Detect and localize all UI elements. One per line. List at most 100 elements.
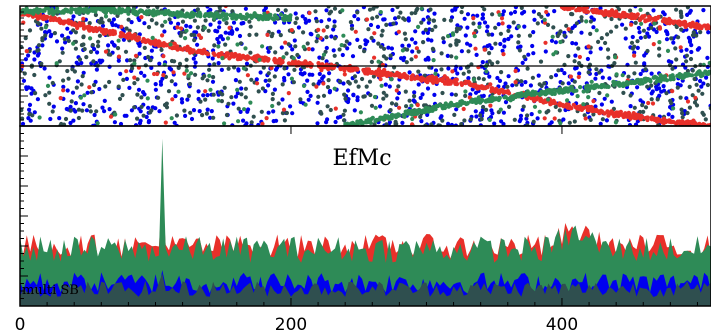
scatter-point	[342, 92, 347, 97]
scatter-point	[87, 104, 92, 109]
scatter-point	[179, 97, 184, 102]
scatter-point	[166, 89, 172, 94]
scatter-point	[196, 89, 201, 94]
scatter-point	[36, 43, 42, 48]
scatter-point	[21, 78, 27, 83]
scatter-point	[407, 70, 412, 75]
scatter-point	[184, 68, 189, 73]
scatter-point	[121, 37, 126, 42]
scatter-point	[150, 35, 155, 41]
scatter-point	[171, 70, 176, 75]
scatter-point	[466, 69, 471, 74]
scatter-point	[316, 61, 321, 66]
scatter-point	[656, 119, 661, 124]
scatter-point	[605, 47, 611, 52]
scatter-point	[431, 47, 436, 52]
scatter-point	[324, 8, 329, 13]
scatter-point	[92, 112, 97, 118]
scatter-point	[442, 74, 447, 79]
scatter-point	[574, 21, 580, 26]
scatter-point	[225, 36, 231, 41]
scatter-point	[500, 89, 505, 94]
scatter-point	[562, 71, 567, 76]
scatter-point	[674, 57, 679, 62]
scatter-point	[633, 112, 639, 117]
scatter-point	[501, 9, 506, 14]
scatter-point	[589, 108, 594, 113]
scatter-point	[260, 121, 265, 126]
scatter-point	[358, 44, 363, 50]
scatter-point	[39, 8, 44, 13]
scatter-point	[495, 75, 500, 81]
scatter-point	[185, 48, 190, 53]
scatter-point	[63, 40, 68, 45]
scatter-point	[84, 55, 89, 60]
scatter-point	[275, 60, 280, 65]
scatter-point	[282, 118, 287, 123]
scatter-point	[109, 20, 114, 25]
scatter-point	[645, 84, 650, 89]
scatter-point	[665, 48, 671, 54]
scatter-point	[380, 28, 385, 33]
scatter-point	[487, 59, 492, 64]
scatter-point	[552, 91, 557, 96]
scatter-point	[23, 57, 28, 62]
scatter-point	[262, 8, 267, 13]
scatter-point	[156, 43, 161, 48]
scatter-point	[384, 93, 389, 98]
scatter-point	[343, 96, 348, 101]
scatter-point	[690, 68, 695, 73]
scatter-point	[653, 15, 658, 21]
scatter-point	[163, 19, 168, 24]
scatter-point	[75, 79, 80, 84]
scatter-point	[641, 109, 646, 114]
scatter-point	[120, 7, 125, 12]
scatter-point	[664, 30, 670, 35]
scatter-point	[175, 44, 180, 49]
scatter-point	[220, 56, 225, 61]
scatter-point	[351, 92, 356, 97]
scatter-point	[141, 90, 146, 95]
scatter-point	[651, 42, 656, 47]
scatter-point	[85, 10, 90, 15]
scatter-point	[542, 116, 547, 121]
scatter-point	[639, 21, 644, 26]
scatter-point	[266, 110, 271, 115]
scatter-point	[675, 119, 681, 124]
scatter-point	[96, 44, 101, 49]
scatter-point	[465, 41, 470, 46]
scatter-point	[79, 82, 84, 87]
scatter-point	[505, 84, 510, 89]
scatter-point	[372, 94, 378, 100]
scatter-point	[325, 24, 330, 29]
scatter-point	[647, 14, 652, 19]
scatter-point	[629, 22, 634, 27]
scatter-point	[525, 89, 530, 94]
scatter-point	[142, 21, 147, 26]
scatter-point	[500, 21, 505, 26]
scatter-point	[522, 24, 527, 29]
scatter-point	[119, 30, 124, 35]
scatter-point	[130, 66, 135, 71]
scatter-point	[305, 78, 310, 83]
scatter-point	[401, 57, 406, 63]
scatter-point	[269, 34, 274, 39]
scatter-point	[257, 57, 262, 62]
scatter-point	[528, 83, 534, 88]
scatter-point	[191, 56, 196, 61]
scatter-point	[400, 120, 405, 125]
scatter-point	[566, 81, 571, 86]
scatter-point	[89, 26, 95, 31]
scatter-point	[308, 93, 313, 98]
scatter-point	[252, 11, 257, 16]
scatter-point	[47, 29, 52, 34]
scatter-point	[314, 19, 319, 24]
scatter-point	[220, 37, 225, 42]
scatter-point	[191, 108, 197, 113]
scatter-point	[605, 93, 610, 98]
scatter-point	[142, 73, 147, 78]
scatter-point	[501, 110, 506, 115]
scatter-point	[413, 111, 418, 116]
scatter-point	[431, 18, 436, 23]
scatter-point	[536, 73, 541, 78]
